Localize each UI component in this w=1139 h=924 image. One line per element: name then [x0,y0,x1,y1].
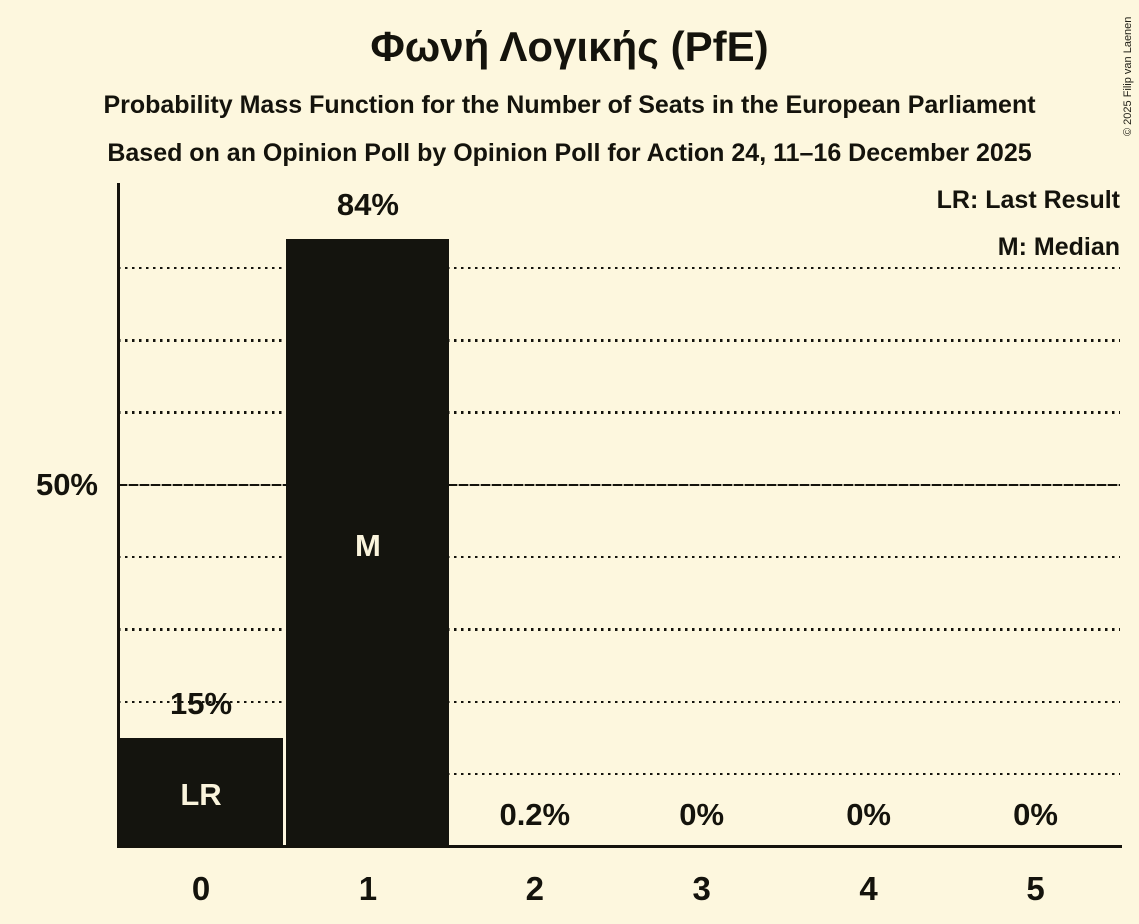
chart-subtitle: Probability Mass Function for the Number… [103,91,1036,119]
majority-line-50pct [118,483,1120,487]
gridline-70pct [118,339,1120,342]
bar-marker-lr: LR [180,777,222,813]
x-axis-line [117,845,1122,848]
x-axis-label-3: 3 [692,870,711,907]
bar-seats-0 [119,738,283,847]
gridline-10pct [118,772,1120,776]
gridline-60pct [118,411,1120,414]
bar-value-label-4: 0% [846,797,891,832]
gridline-40pct [118,555,1120,559]
legend: LR: Last Result M: Median [937,177,1120,271]
legend-entry-median: M: Median [997,233,1120,261]
x-axis-label-0: 0 [191,870,211,907]
gridline-20pct [118,700,1120,704]
x-axis-label-2: 2 [525,870,544,907]
bar-value-label-3: 0% [679,797,725,832]
chart-title: Φωνή Λογικής (PfE) [370,23,769,70]
bar-marker-m: M [354,527,381,563]
gridline-80pct [118,266,1120,270]
y-axis-tick-label: 50% [35,466,98,502]
bar-value-label-2: 0.2% [499,797,571,832]
x-axis-label-4: 4 [859,870,878,907]
legend-entry-last-result: LR: Last Result [936,186,1120,214]
bar-value-label-5: 0% [1013,797,1058,832]
chart-source-line: Based on an Opinion Poll by Opinion Poll… [107,139,1032,167]
gridline-30pct [118,628,1120,631]
bar-seats-1 [286,239,450,847]
y-axis-line [117,183,120,848]
bar-value-label-1: 84% [336,187,399,222]
x-axis-label-1: 1 [358,870,378,907]
bar-value-label-0: 15% [169,686,233,722]
x-axis-label-5: 5 [1026,870,1045,907]
